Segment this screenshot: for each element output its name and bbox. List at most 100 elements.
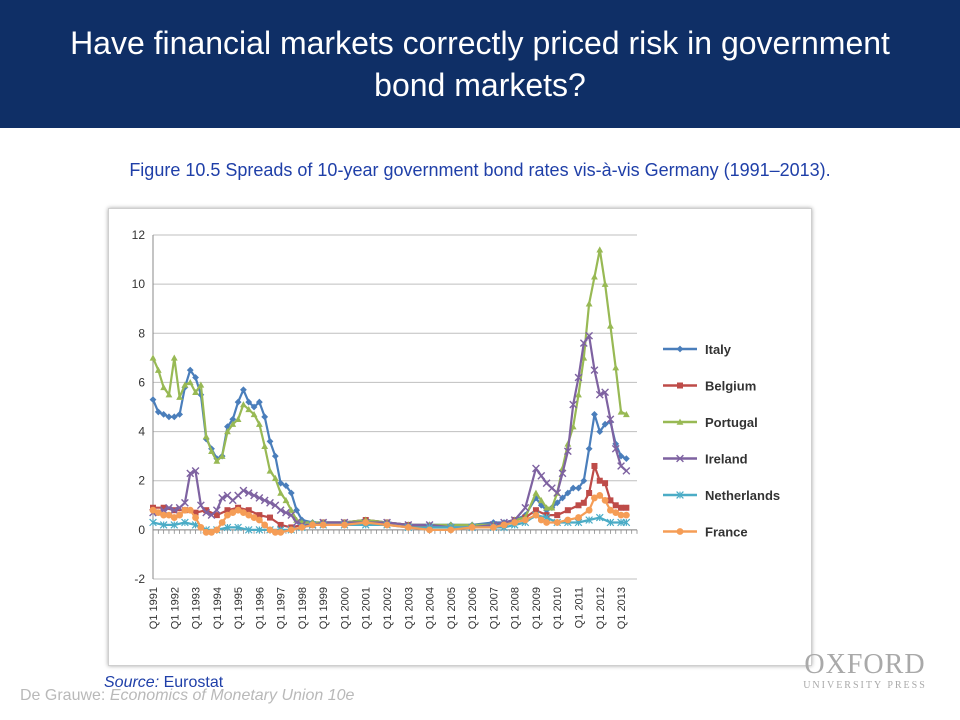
data-point xyxy=(287,506,295,513)
data-point xyxy=(277,528,285,536)
data-point xyxy=(218,494,227,502)
source-label: Source: xyxy=(104,674,160,691)
y-tick-label: 0 xyxy=(138,523,145,537)
x-tick-label: Q1 2000 xyxy=(339,587,351,629)
data-point xyxy=(255,516,263,524)
data-point xyxy=(276,506,285,515)
figure-caption: Figure 10.5 Spreads of 10-year governmen… xyxy=(129,160,831,180)
data-point xyxy=(447,526,455,534)
data-point xyxy=(245,406,253,413)
chart-legend: Italy Belgium Portugal Ireland Netherlands Fr… xyxy=(663,342,780,540)
data-point xyxy=(282,508,290,517)
data-point xyxy=(234,398,242,406)
x-tick-label: Q1 2002 xyxy=(382,587,394,629)
data-point xyxy=(202,528,210,536)
publisher-sub: UNIVERSITY PRESS xyxy=(803,680,927,691)
data-point xyxy=(176,393,183,400)
data-point xyxy=(564,507,571,514)
data-point xyxy=(537,516,545,524)
legend-label: Belgium xyxy=(705,379,756,394)
legend-label: Portugal xyxy=(705,415,758,430)
credit-book: Economics of Monetary Union 10e xyxy=(109,687,355,704)
data-point xyxy=(426,526,433,534)
x-tick-label: Q1 2004 xyxy=(425,587,437,629)
data-point xyxy=(676,528,684,535)
data-point xyxy=(181,506,189,514)
data-point xyxy=(606,518,615,527)
data-point xyxy=(176,410,183,418)
data-point xyxy=(271,474,279,481)
data-point xyxy=(197,381,205,388)
data-point xyxy=(362,519,370,526)
data-point xyxy=(181,498,189,507)
series-line xyxy=(151,248,627,526)
data-point xyxy=(218,519,226,526)
data-point xyxy=(261,413,269,421)
data-point xyxy=(579,339,588,348)
data-point xyxy=(611,444,620,453)
data-point xyxy=(575,502,582,509)
data-point xyxy=(255,526,264,534)
data-point xyxy=(543,519,550,526)
data-point xyxy=(511,519,519,526)
x-tick-label: Q1 2008 xyxy=(510,587,522,629)
data-point xyxy=(585,506,593,514)
data-point xyxy=(559,494,566,502)
data-point xyxy=(192,388,199,395)
data-point xyxy=(160,383,168,391)
data-point xyxy=(282,482,290,490)
data-point xyxy=(606,415,615,424)
data-point xyxy=(287,489,295,497)
data-point xyxy=(287,526,295,534)
data-point xyxy=(537,471,546,480)
x-tick-label: Q1 2001 xyxy=(361,587,373,629)
data-point xyxy=(607,506,614,514)
x-tick-label: Q1 1996 xyxy=(254,587,266,629)
data-point xyxy=(553,519,561,526)
book-credit: De Grauwe: Economics of Monetary Union 1… xyxy=(20,687,354,705)
source-note: Source: Eurostat xyxy=(104,674,223,692)
data-point xyxy=(191,466,200,475)
data-point xyxy=(203,507,210,514)
data-point xyxy=(617,452,625,460)
data-point xyxy=(176,511,183,519)
data-point xyxy=(591,494,598,502)
data-point xyxy=(564,489,572,497)
data-point xyxy=(569,400,578,409)
data-point xyxy=(532,507,539,514)
data-point xyxy=(224,511,231,519)
data-point xyxy=(256,512,263,519)
publisher-logo: OXFORD UNIVERSITY PRESS xyxy=(790,650,940,692)
data-point xyxy=(548,504,556,511)
legend-entry: Portugal xyxy=(663,415,758,430)
data-point xyxy=(569,484,577,492)
data-point xyxy=(165,413,173,421)
data-point xyxy=(500,521,508,529)
x-tick-label: Q1 2009 xyxy=(531,587,543,629)
x-tick-label: Q1 1992 xyxy=(169,587,181,629)
series-portugal xyxy=(149,246,630,528)
data-point xyxy=(532,511,540,519)
data-point xyxy=(244,526,253,534)
x-tick-label: Q1 2012 xyxy=(595,587,607,629)
data-point xyxy=(319,521,327,529)
data-point xyxy=(575,484,582,492)
data-point xyxy=(234,506,242,514)
slide-header: Have financial markets correctly priced … xyxy=(0,0,960,128)
data-point xyxy=(676,491,684,499)
slide-title: Have financial markets correctly priced … xyxy=(70,25,890,103)
data-point xyxy=(154,509,162,517)
data-point xyxy=(255,494,264,502)
y-tick-label: 2 xyxy=(138,474,145,488)
data-point xyxy=(282,496,290,504)
data-point xyxy=(234,523,242,532)
data-point xyxy=(622,410,630,418)
x-tick-label: Q1 2010 xyxy=(552,587,564,629)
data-point xyxy=(585,445,593,453)
data-point xyxy=(266,467,274,474)
data-point xyxy=(224,507,231,514)
legend-entry: Netherlands xyxy=(663,488,780,503)
data-point xyxy=(260,496,269,505)
data-point xyxy=(213,526,221,534)
data-point xyxy=(622,518,631,527)
